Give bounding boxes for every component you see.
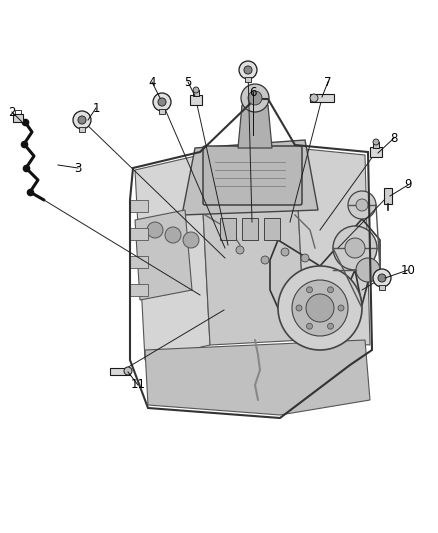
Circle shape bbox=[356, 258, 380, 282]
FancyBboxPatch shape bbox=[203, 146, 302, 205]
Bar bbox=[242, 218, 258, 240]
Circle shape bbox=[348, 191, 376, 219]
Text: 2: 2 bbox=[8, 106, 16, 118]
Text: 9: 9 bbox=[404, 179, 412, 191]
Circle shape bbox=[193, 87, 199, 93]
Circle shape bbox=[307, 323, 312, 329]
Circle shape bbox=[328, 323, 333, 329]
Bar bbox=[379, 285, 385, 290]
Polygon shape bbox=[135, 155, 210, 360]
Bar bbox=[13, 114, 23, 122]
Text: 1: 1 bbox=[92, 101, 100, 115]
Circle shape bbox=[244, 66, 252, 74]
Text: 4: 4 bbox=[148, 76, 156, 88]
Text: 8: 8 bbox=[390, 132, 398, 144]
Circle shape bbox=[236, 246, 244, 254]
Bar bbox=[130, 228, 148, 240]
Bar bbox=[110, 368, 130, 375]
Polygon shape bbox=[238, 105, 272, 148]
Circle shape bbox=[124, 367, 132, 375]
Circle shape bbox=[378, 274, 386, 282]
Circle shape bbox=[373, 269, 391, 287]
Circle shape bbox=[241, 84, 269, 112]
Bar bbox=[220, 218, 236, 240]
Bar bbox=[159, 109, 165, 114]
Bar bbox=[384, 188, 392, 204]
Bar bbox=[193, 90, 199, 96]
Circle shape bbox=[328, 287, 333, 293]
Circle shape bbox=[73, 111, 91, 129]
Circle shape bbox=[307, 287, 312, 293]
Circle shape bbox=[306, 294, 334, 322]
Polygon shape bbox=[295, 148, 370, 345]
Polygon shape bbox=[200, 148, 305, 345]
Circle shape bbox=[153, 93, 171, 111]
Circle shape bbox=[345, 238, 365, 258]
Bar bbox=[373, 142, 379, 148]
Text: 7: 7 bbox=[324, 76, 332, 88]
Circle shape bbox=[248, 91, 262, 105]
Circle shape bbox=[281, 248, 289, 256]
Bar bbox=[130, 284, 148, 296]
Circle shape bbox=[239, 61, 257, 79]
Bar bbox=[79, 127, 85, 132]
Polygon shape bbox=[145, 340, 370, 415]
Circle shape bbox=[261, 256, 269, 264]
Circle shape bbox=[373, 139, 379, 145]
Circle shape bbox=[292, 280, 348, 336]
Circle shape bbox=[356, 199, 368, 211]
Circle shape bbox=[278, 266, 362, 350]
Circle shape bbox=[338, 305, 344, 311]
Circle shape bbox=[147, 222, 163, 238]
Text: 3: 3 bbox=[74, 161, 82, 174]
Circle shape bbox=[158, 98, 166, 106]
Circle shape bbox=[183, 232, 199, 248]
Text: 5: 5 bbox=[184, 76, 192, 88]
Circle shape bbox=[333, 226, 377, 270]
Circle shape bbox=[165, 227, 181, 243]
Bar bbox=[264, 218, 280, 240]
Circle shape bbox=[301, 254, 309, 262]
Polygon shape bbox=[182, 140, 318, 215]
Circle shape bbox=[78, 116, 86, 124]
Bar bbox=[130, 200, 148, 212]
Polygon shape bbox=[135, 210, 192, 300]
Text: 11: 11 bbox=[131, 378, 145, 392]
Circle shape bbox=[310, 94, 318, 102]
Text: 6: 6 bbox=[249, 85, 257, 99]
Bar bbox=[130, 256, 148, 268]
Bar bbox=[370, 147, 382, 157]
Text: 10: 10 bbox=[401, 263, 415, 277]
Bar bbox=[190, 95, 202, 105]
Circle shape bbox=[296, 305, 302, 311]
Bar bbox=[310, 94, 334, 102]
Bar bbox=[245, 77, 251, 82]
